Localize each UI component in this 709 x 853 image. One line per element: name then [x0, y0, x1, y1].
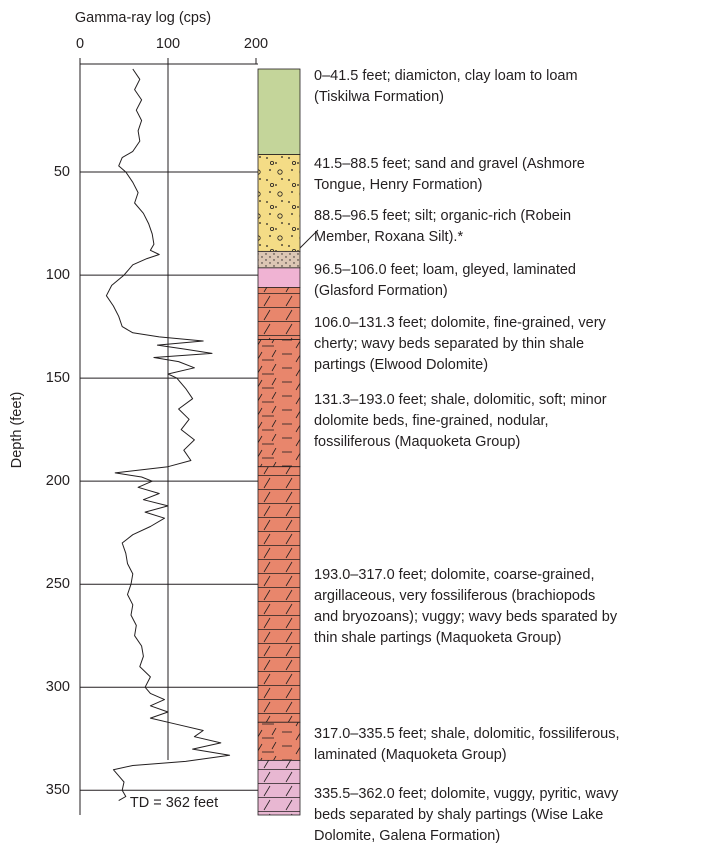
lithology-unit [257, 267, 301, 288]
annotation: TD = 362 feet [130, 795, 218, 811]
unit-description: 335.5–362.0 feet; dolomite, vuggy, pyrit… [314, 786, 619, 802]
lithology-unit [257, 154, 301, 252]
chart-title: Gamma-ray log (cps) [75, 10, 211, 26]
unit-description: argillaceous, very fossiliferous (brachi… [314, 588, 595, 604]
unit-description: 317.0–335.5 feet; shale, dolomitic, foss… [314, 726, 619, 742]
y-tick-label: 100 [46, 267, 70, 283]
unit-description: laminated (Maquoketa Group) [314, 747, 507, 763]
lithology-unit [257, 339, 301, 468]
gamma-curve [105, 68, 231, 802]
y-tick-label: 300 [46, 679, 70, 695]
unit-description: thin shale partings (Maquoketa Group) [314, 630, 561, 646]
x-tick-label: 100 [156, 36, 180, 52]
unit-description: 106.0–131.3 feet; dolomite, fine-grained… [314, 315, 607, 331]
unit-description: 96.5–106.0 feet; loam, gleyed, laminated [314, 262, 576, 278]
unit-description: Tongue, Henry Formation) [314, 177, 482, 193]
x-tick-label: 200 [244, 36, 268, 52]
lithology-unit [257, 287, 301, 340]
unit-description: beds separated by shaly partings (Wise L… [314, 807, 603, 823]
unit-description: fossiliferous (Maquoketa Group) [314, 434, 520, 450]
lithology-unit [257, 68, 301, 155]
y-tick-label: 150 [46, 370, 70, 386]
unit-description: 0–41.5 feet; diamicton, clay loam to loa… [314, 68, 578, 84]
unit-description: 131.3–193.0 feet; shale, dolomitic, soft… [314, 392, 607, 408]
lithology-unit [257, 721, 301, 761]
unit-description: Dolomite, Galena Formation) [314, 828, 500, 844]
y-tick-label: 250 [46, 576, 70, 592]
unit-description: cherty; wavy beds separated by thin shal… [314, 336, 584, 352]
unit-description: (Tiskilwa Formation) [314, 89, 444, 105]
lithology-unit [257, 759, 301, 816]
lithology-unit [257, 250, 301, 269]
unit-description: 88.5–96.5 feet; silt; organic-rich (Robe… [314, 208, 571, 224]
unit-description: partings (Elwood Dolomite) [314, 357, 488, 373]
unit-description: Member, Roxana Silt).* [314, 229, 463, 245]
y-axis-label: Depth (feet) [9, 392, 25, 469]
unit-description: and bryozoans); vuggy; wavy beds sparate… [314, 609, 618, 625]
x-tick-label: 0 [76, 36, 84, 52]
lithology-unit [257, 466, 301, 723]
y-tick-label: 200 [46, 473, 70, 489]
unit-description: dolomite beds, fine-grained, nodular, [314, 413, 549, 429]
leader-line [297, 229, 319, 251]
unit-description: 41.5–88.5 feet; sand and gravel (Ashmore [314, 156, 585, 172]
y-tick-label: 50 [54, 164, 70, 180]
unit-description: 193.0–317.0 feet; dolomite, coarse-grain… [314, 567, 595, 583]
y-tick-label: 350 [46, 782, 70, 798]
unit-description: (Glasford Formation) [314, 283, 448, 299]
